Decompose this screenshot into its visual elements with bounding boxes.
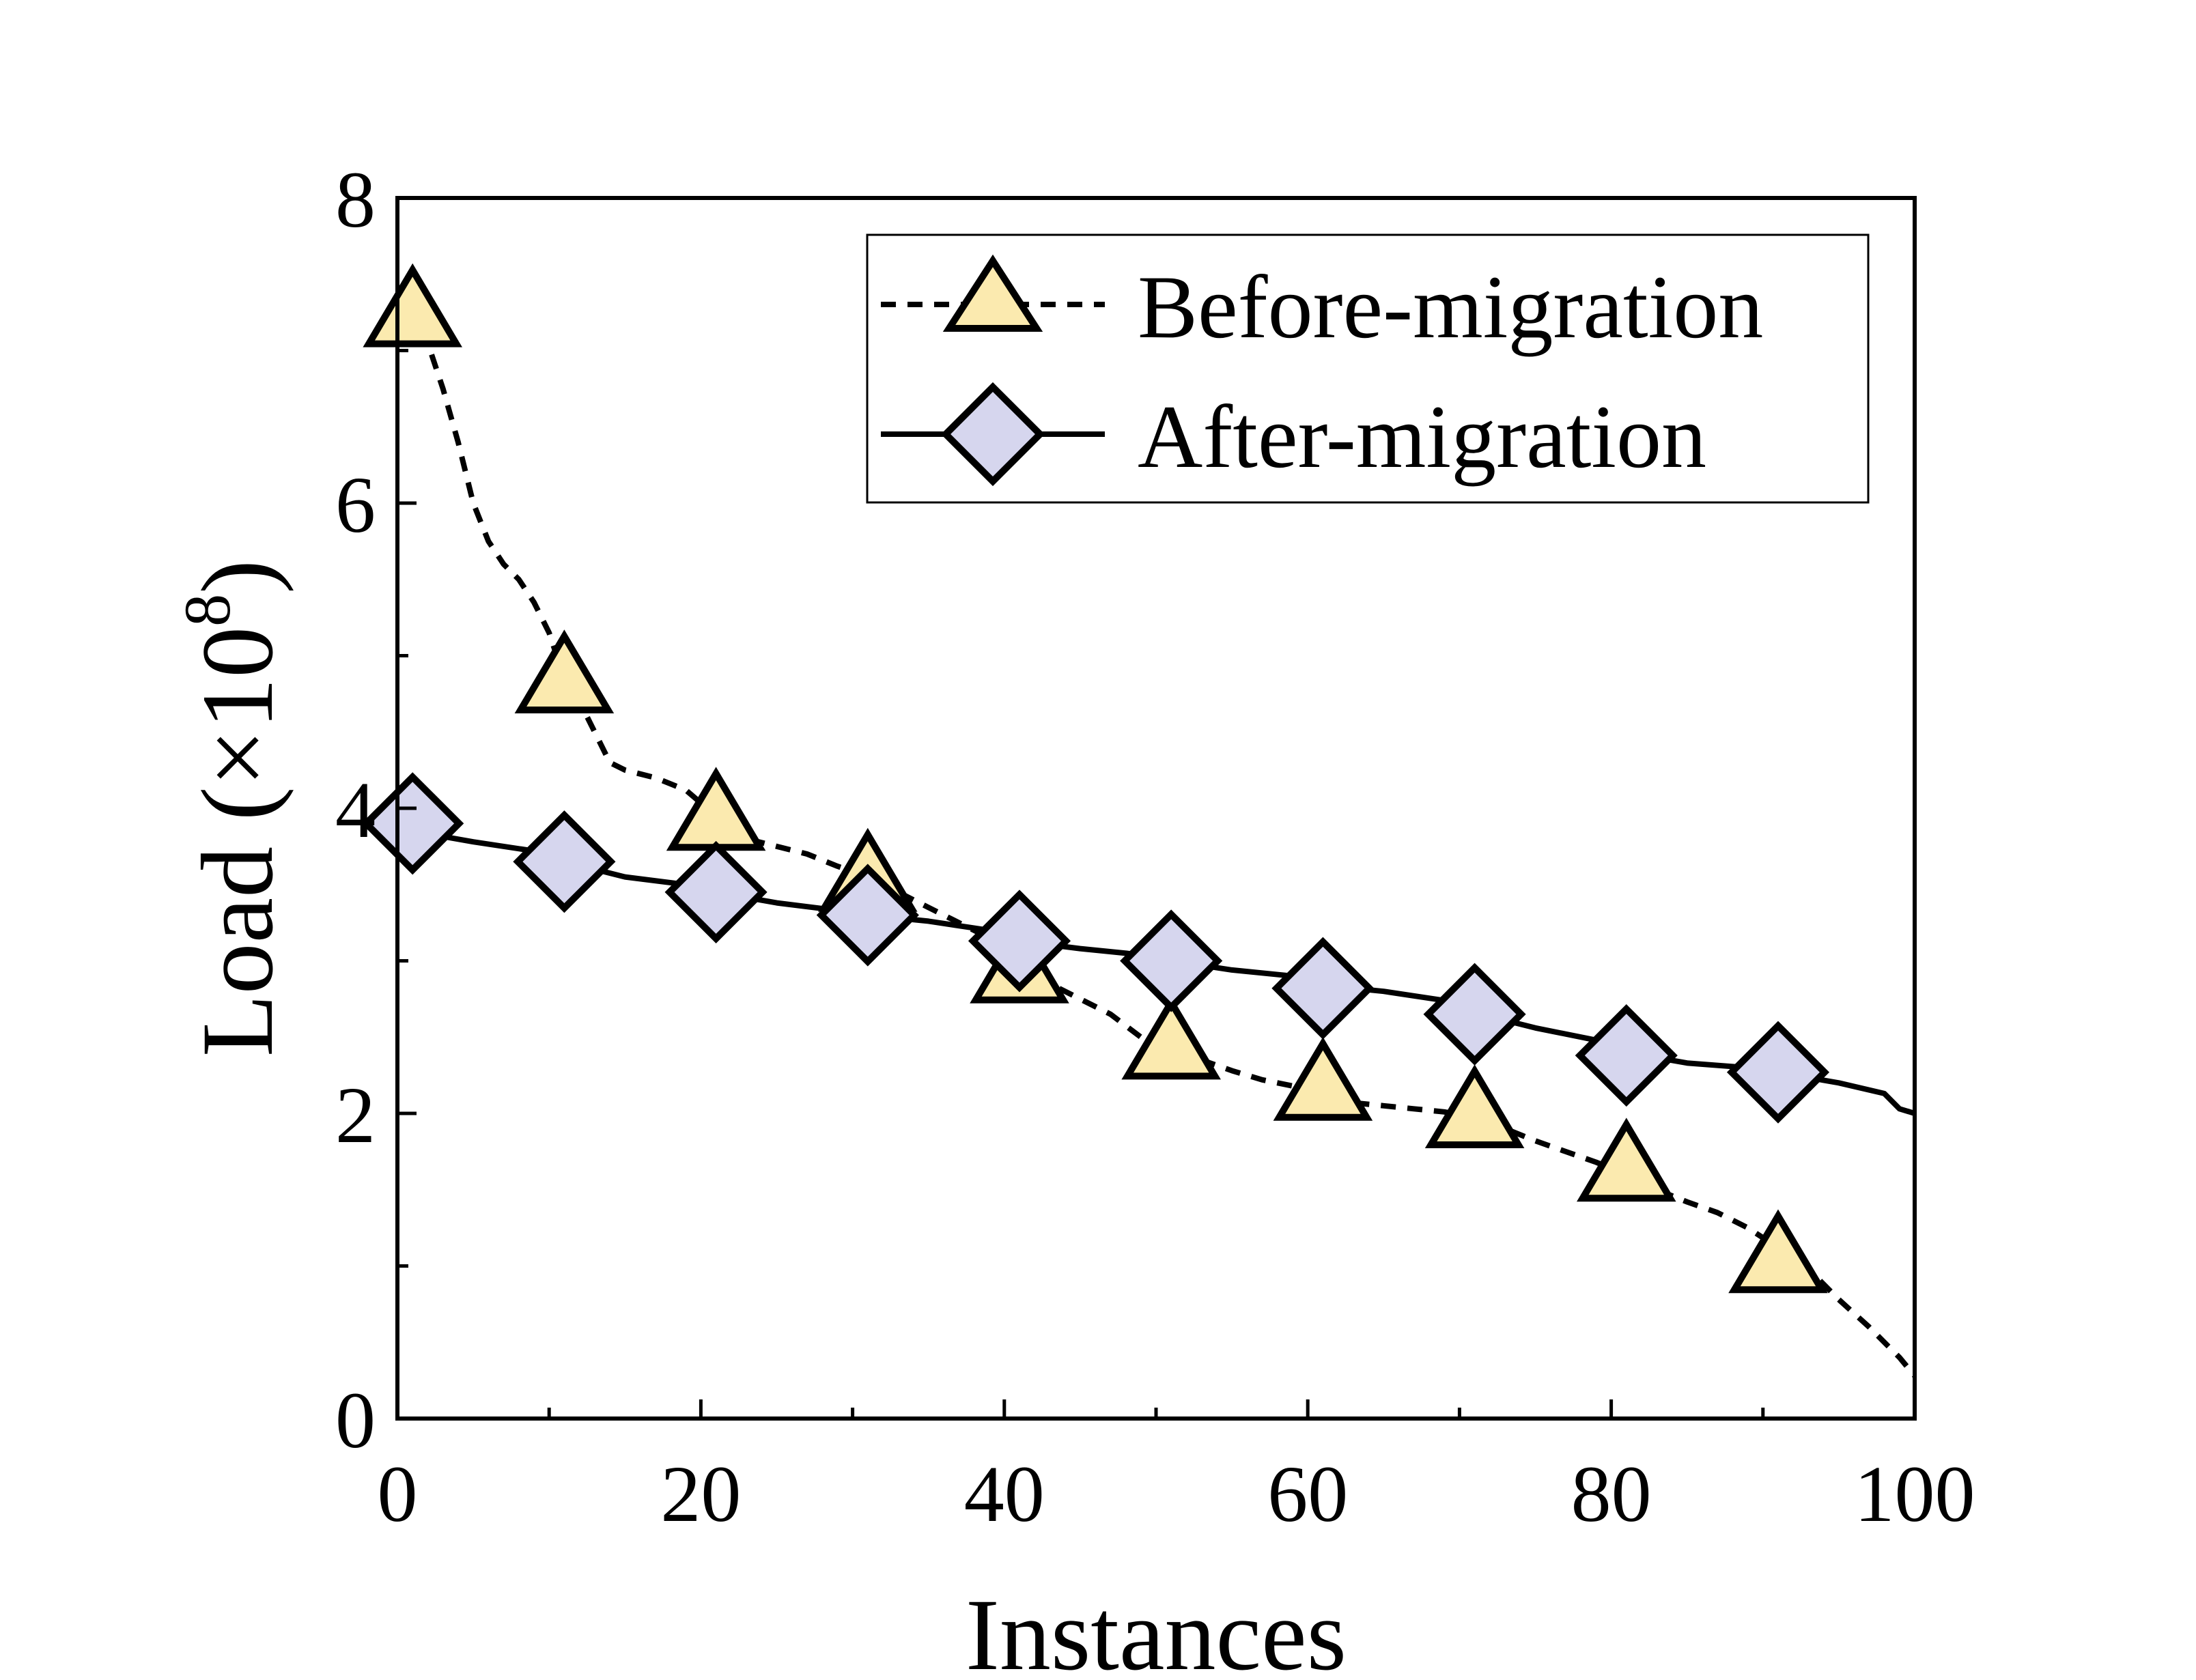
x-tick-label: 40: [964, 1449, 1045, 1539]
data-point-diamond: [1120, 909, 1223, 1012]
y-axis-title-close: ): [181, 560, 294, 594]
data-point-diamond: [664, 840, 768, 943]
x-tick-label: 0: [378, 1449, 418, 1539]
series-after-migration: [361, 772, 1916, 1124]
legend-label-before: Before-migration: [1138, 257, 1763, 357]
data-point-diamond: [1575, 1004, 1678, 1107]
x-tick-label: 60: [1267, 1449, 1348, 1539]
data-point-diamond: [513, 810, 616, 913]
y-axis-title-main: Load (×10: [181, 627, 294, 1057]
data-point-diamond: [361, 772, 464, 875]
y-tick-label: 4: [335, 765, 376, 855]
y-axis: 0 2 4 6 8: [335, 155, 417, 1465]
x-axis: 0 20 40 60 80 100: [378, 1399, 1975, 1539]
data-point-triangle: [514, 629, 615, 713]
data-point-triangle: [666, 767, 766, 851]
data-point-triangle: [1728, 1209, 1828, 1294]
y-axis-title-exponent: 8: [171, 594, 244, 627]
y-tick-label: 0: [335, 1376, 376, 1465]
data-point-diamond: [816, 864, 919, 967]
legend-box: [866, 233, 1870, 504]
x-tick-label: 100: [1855, 1449, 1975, 1539]
legend-marker-after: [940, 382, 1045, 487]
x-axis-title: Instances: [966, 1578, 1347, 1680]
y-tick-label: 8: [335, 155, 376, 244]
data-point-triangle: [1424, 1064, 1525, 1148]
legend-label-after: After-migration: [1138, 386, 1706, 487]
y-axis-title: Load (×108): [171, 560, 294, 1057]
data-point-diamond: [1726, 1021, 1830, 1124]
data-point-triangle: [1121, 995, 1221, 1080]
y-tick-label: 6: [335, 460, 376, 550]
legend: Before-migration After-migration: [866, 233, 1870, 504]
data-point-triangle: [363, 263, 462, 347]
data-point-diamond: [968, 889, 1071, 993]
data-point-diamond: [1271, 937, 1375, 1040]
data-point-triangle: [1577, 1117, 1676, 1202]
data-point-triangle: [1273, 1036, 1373, 1121]
legend-marker-before: [942, 254, 1043, 332]
x-tick-label: 20: [660, 1449, 741, 1539]
data-point-diamond: [1423, 963, 1526, 1066]
x-tick-label: 80: [1571, 1449, 1652, 1539]
y-tick-label: 2: [335, 1070, 376, 1160]
